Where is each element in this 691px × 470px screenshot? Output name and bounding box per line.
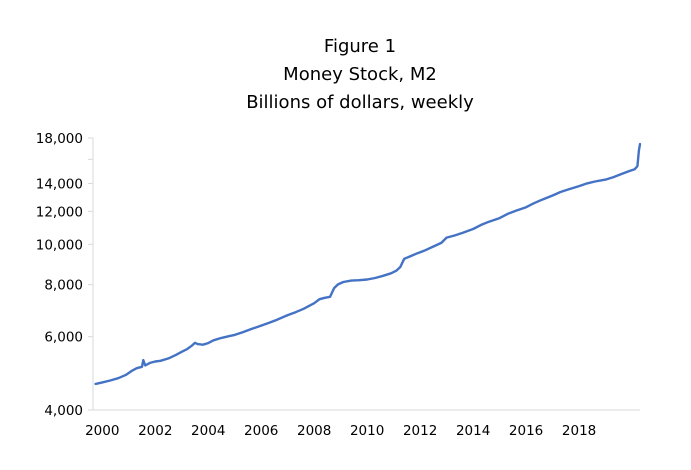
x-tick-label: 2010 xyxy=(350,423,384,439)
y-tick-label: 12,000 xyxy=(36,204,83,220)
y-tick-label: 4,000 xyxy=(44,403,83,419)
x-tick-label: 2008 xyxy=(297,423,331,439)
x-tick-label: 2000 xyxy=(85,423,119,439)
series-line-m2 xyxy=(94,142,642,386)
y-tick-label: 14,000 xyxy=(36,176,83,192)
x-tick-label: 2004 xyxy=(191,423,225,439)
x-tick-label: 2018 xyxy=(562,423,596,439)
y-tick-label: 8,000 xyxy=(44,278,83,294)
axes xyxy=(92,138,640,411)
x-axis-ticks: 2000 2002 2004 2006 2008 2010 2012 2014 2016 2018 xyxy=(85,423,596,439)
y-tick-label: 10,000 xyxy=(36,237,83,253)
x-tick-label: 2016 xyxy=(509,423,543,439)
x-tick-label: 2014 xyxy=(456,423,490,439)
series-layer xyxy=(94,142,642,386)
x-tick-label: 2012 xyxy=(403,423,437,439)
x-tick-label: 2002 xyxy=(138,423,172,439)
y-tick-label: 6,000 xyxy=(44,330,83,346)
x-tick-label: 2006 xyxy=(244,423,278,439)
chart-title: Figure 1 Money Stock, M2 Billions of dol… xyxy=(246,36,474,113)
chart-title-line-1: Figure 1 xyxy=(324,36,396,57)
y-axis-ticks: 4,000 6,000 8,000 10,000 12,000 14,000 18,000 xyxy=(36,131,93,419)
y-tick-label: 18,000 xyxy=(36,131,83,147)
chart-title-line-3: Billions of dollars, weekly xyxy=(246,92,474,113)
chart-title-line-2: Money Stock, M2 xyxy=(283,64,437,85)
